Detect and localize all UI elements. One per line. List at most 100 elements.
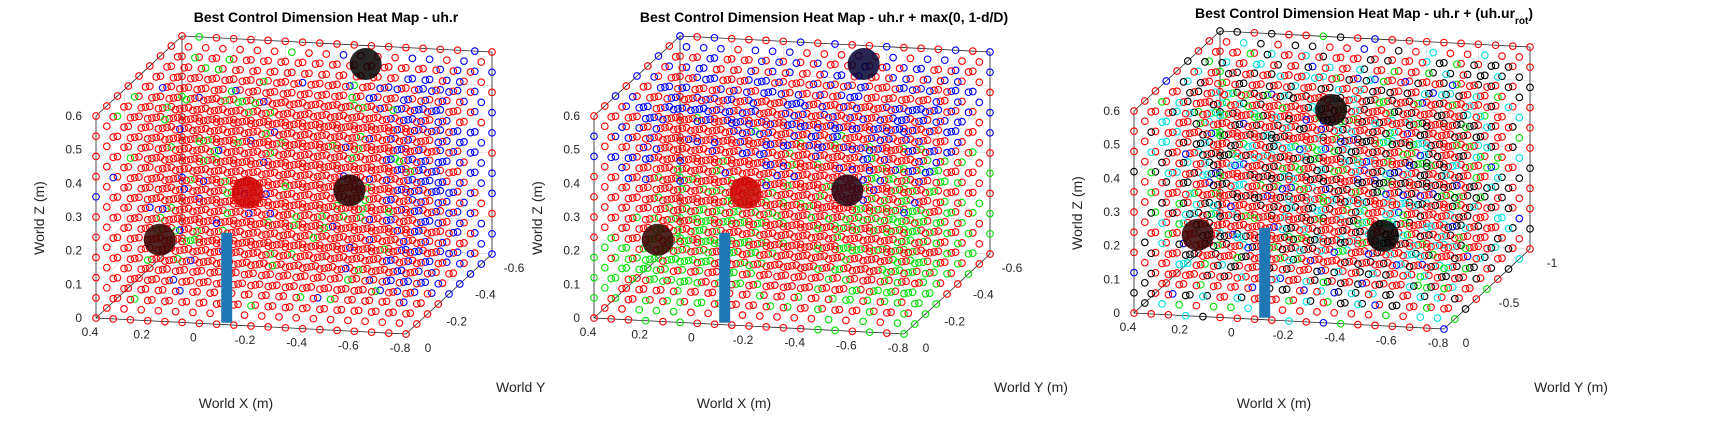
z-tick-label: 0 (573, 311, 580, 325)
scatter-point (251, 99, 260, 107)
scatter-point (923, 136, 932, 144)
scatter-point (736, 279, 745, 288)
scatter-point (206, 228, 214, 237)
scatter-point (210, 167, 219, 176)
scatter-point (902, 156, 910, 164)
scatter-point (182, 115, 191, 124)
scatter-point (434, 199, 443, 207)
scatter-point (397, 84, 406, 93)
scatter-point (206, 168, 214, 176)
y-tick-labels: 0-0.2-0.4-0.6 (425, 261, 525, 355)
scatter-point (650, 174, 659, 182)
scatter-point (333, 144, 341, 153)
scatter-point (182, 237, 191, 245)
scatter-point (410, 207, 419, 216)
scatter-point (706, 75, 715, 83)
scatter-point (186, 196, 195, 204)
scatter-point (865, 287, 874, 296)
scatter-point (449, 208, 458, 217)
scatter-point (434, 138, 443, 147)
scatter-point (736, 158, 745, 166)
scatter-point (313, 172, 322, 181)
scatter-point (674, 185, 682, 194)
scatter-point (165, 276, 174, 285)
scatter-point (186, 175, 195, 184)
scatter-point (885, 114, 893, 123)
scatter-point (182, 277, 191, 286)
scatter-point (124, 284, 133, 292)
scatter-point (365, 296, 374, 305)
scatter-point (247, 241, 255, 250)
scatter-point (143, 316, 152, 325)
scatter-point (264, 161, 273, 170)
scatter-point (339, 51, 348, 59)
scatter-point (135, 173, 143, 181)
scatter-point (953, 259, 962, 268)
scatter-point (419, 44, 427, 53)
scatter-point (618, 204, 626, 212)
scatter-point (214, 207, 223, 215)
scatter-point (169, 94, 178, 102)
scatter-point (232, 167, 240, 176)
scatter-point (281, 202, 290, 211)
scatter-point (397, 64, 406, 73)
scatter-point (262, 230, 270, 239)
scatter-point (264, 262, 273, 271)
scatter-point (693, 53, 702, 61)
scatter-point (199, 258, 208, 266)
scatter-point (1515, 154, 1524, 162)
scatter-point (900, 309, 908, 318)
scatter-point (923, 176, 932, 185)
scatter-point (255, 260, 264, 268)
scatter-point (251, 260, 260, 269)
scatter-point (393, 186, 402, 195)
scatter-point (212, 54, 221, 62)
scatter-point (768, 87, 777, 96)
scatter-point (255, 98, 264, 107)
scatter-point (943, 189, 951, 197)
scatter-point (393, 85, 402, 94)
scatter-point (264, 121, 273, 129)
scatter-point (371, 206, 380, 215)
scatter-point (442, 177, 451, 186)
scatter-point (663, 94, 672, 103)
scatter-point (1493, 93, 1502, 102)
scatter-point (449, 127, 458, 136)
scatter-point (369, 275, 378, 284)
scatter-point (378, 298, 387, 306)
scatter-point (404, 156, 412, 164)
scatter-point (1465, 82, 1474, 90)
scatter-point (197, 105, 206, 113)
scatter-point (958, 57, 966, 65)
scatter-point (1515, 113, 1524, 122)
scatter-point (805, 121, 814, 130)
scatter-point (313, 91, 322, 100)
scatter-point (453, 147, 462, 156)
scatter-point (126, 194, 135, 203)
scatter-point (161, 317, 169, 326)
scatter-point (277, 58, 285, 67)
scatter-point (1493, 254, 1502, 263)
scatter-point (182, 136, 191, 144)
scatter-point (760, 271, 768, 279)
scatter-point (477, 199, 486, 208)
scatter-point (958, 158, 966, 166)
z-tick-labels: 00.10.20.30.40.50.6 (65, 109, 82, 325)
scatter-point (730, 147, 738, 156)
scatter-point (234, 138, 242, 147)
scatter-point (384, 147, 393, 156)
scatter-point (1276, 72, 1285, 81)
scatter-point (135, 152, 143, 161)
scatter-point (412, 239, 421, 248)
scatter-point (225, 96, 234, 104)
scatter-point (798, 150, 807, 159)
scatter-point (809, 80, 818, 89)
scatter-point (436, 207, 445, 215)
scatter-point (764, 209, 773, 218)
scatter-point (477, 138, 486, 147)
scatter-point (656, 265, 665, 274)
scatter-point (173, 73, 182, 81)
scatter-point (214, 186, 223, 195)
scatter-point (120, 305, 128, 313)
scatter-point (352, 113, 361, 121)
